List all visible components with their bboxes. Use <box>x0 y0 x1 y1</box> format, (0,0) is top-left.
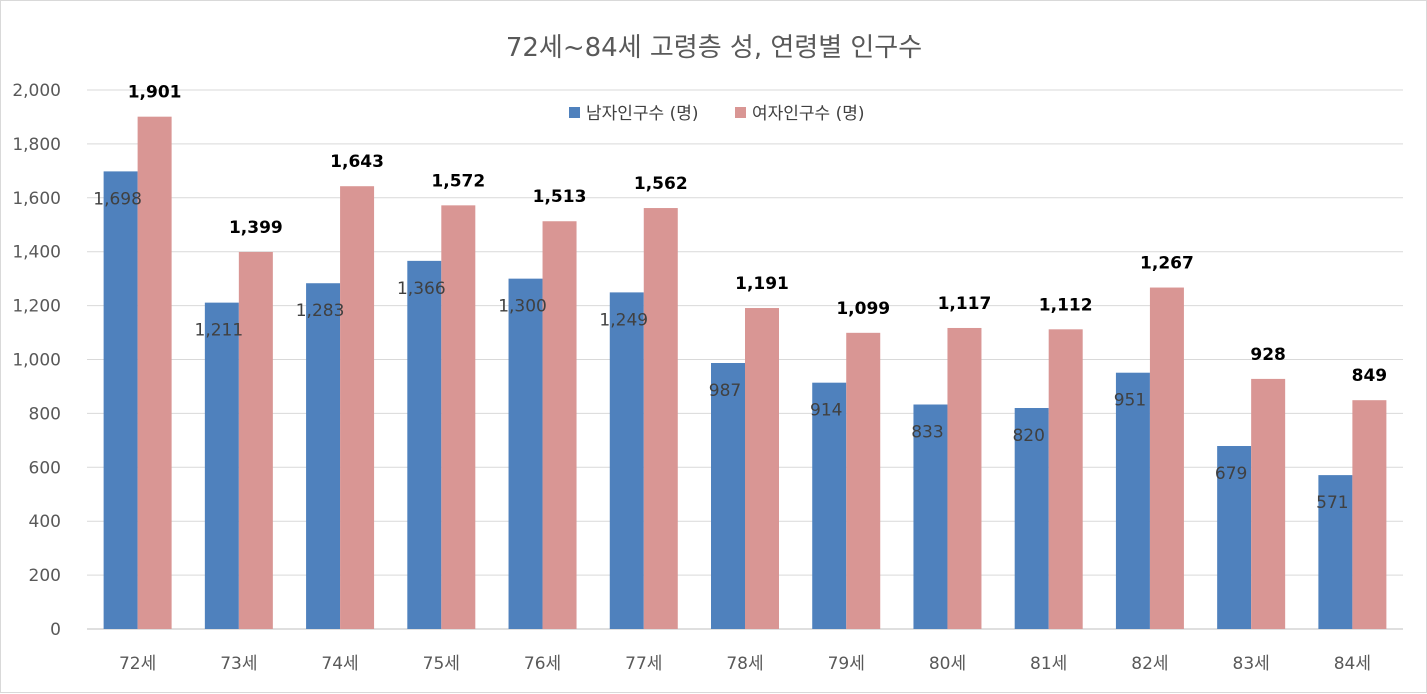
data-label-male: 679 <box>1215 464 1247 484</box>
bar-female <box>542 221 577 629</box>
data-label-female: 1,117 <box>938 294 992 314</box>
data-label-female: 1,112 <box>1039 295 1093 315</box>
bar-female <box>1048 329 1083 629</box>
data-label-female: 1,572 <box>431 171 485 191</box>
bar-female <box>1251 378 1286 629</box>
x-tick-label: 76세 <box>524 654 561 674</box>
data-label-male: 1,300 <box>498 297 547 317</box>
bar-male <box>913 404 948 629</box>
data-label-female: 1,099 <box>836 299 890 319</box>
y-tick-label: 1,800 <box>12 135 61 155</box>
y-tick-label: 1,400 <box>12 243 61 263</box>
bar-female <box>947 327 982 629</box>
y-tick-label: 0 <box>50 620 61 640</box>
data-label-male: 951 <box>1114 391 1146 411</box>
bar-male <box>508 278 543 629</box>
x-tick-label: 79세 <box>828 654 865 674</box>
bar-male <box>103 171 138 629</box>
chart-title: 72세~84세 고령층 성, 연령별 인구수 <box>506 33 922 63</box>
bar-female <box>643 208 678 629</box>
data-label-male: 820 <box>1012 426 1044 446</box>
x-tick-label: 84세 <box>1334 654 1371 674</box>
y-tick-label: 1,000 <box>12 351 61 371</box>
bar-male <box>204 302 239 629</box>
bars <box>103 116 1387 630</box>
x-tick-label: 77세 <box>625 654 662 674</box>
data-label-male: 1,211 <box>195 321 244 341</box>
bar-female <box>441 205 476 629</box>
x-tick-label: 72세 <box>119 654 156 674</box>
y-tick-label: 800 <box>29 404 61 424</box>
data-label-male: 833 <box>911 423 943 443</box>
x-tick-label: 78세 <box>726 654 763 674</box>
x-tick-label: 75세 <box>423 654 460 674</box>
bar-male <box>1318 475 1353 629</box>
x-tick-label: 83세 <box>1233 654 1270 674</box>
bar-female <box>340 186 375 630</box>
data-label-male: 1,283 <box>296 301 345 321</box>
x-axis-ticks: 72세 73세 74세 75세 76세 77세 78세 79세 80세 81세 82세 83세 84세 <box>119 654 1371 674</box>
data-label-male: 914 <box>810 401 842 421</box>
legend: 남자인구수 (명) 여자인구수 (명) <box>569 104 865 124</box>
data-labels: 1,698 1,901 1,211 1,399 1,283 1,643 1,366 1,572… <box>93 83 1387 513</box>
bar-female <box>1352 400 1387 629</box>
y-tick-label: 200 <box>29 566 61 586</box>
x-tick-label: 81세 <box>1030 654 1067 674</box>
bar-female <box>846 332 881 629</box>
bar-male <box>711 363 745 629</box>
bar-male <box>407 260 442 629</box>
data-label-female: 1,562 <box>634 174 688 194</box>
y-tick-label: 2,000 <box>12 81 61 101</box>
y-tick-label: 400 <box>29 512 61 532</box>
y-tick-label: 1,600 <box>12 189 61 209</box>
legend-label: 남자인구수 (명) <box>586 104 699 124</box>
y-tick-label: 1,200 <box>12 297 61 317</box>
bar-male <box>1217 446 1252 629</box>
bar-male <box>306 283 341 629</box>
data-label-female: 928 <box>1250 345 1286 365</box>
data-label-female: 1,267 <box>1140 254 1194 274</box>
data-label-male: 1,366 <box>397 279 446 299</box>
x-tick-label: 82세 <box>1131 654 1168 674</box>
x-tick-label: 80세 <box>929 654 966 674</box>
x-tick-label: 73세 <box>220 654 257 674</box>
bar-male <box>1115 372 1150 629</box>
bar-female <box>238 251 273 630</box>
bar-male <box>1014 408 1049 629</box>
bar-female <box>137 116 172 630</box>
data-label-female: 1,399 <box>229 218 283 238</box>
data-label-male: 1,698 <box>93 189 142 209</box>
legend-swatch <box>735 107 746 118</box>
data-label-female: 849 <box>1352 366 1388 386</box>
bar-male <box>609 292 644 629</box>
legend-label: 여자인구수 (명) <box>752 104 865 124</box>
data-label-female: 1,513 <box>533 187 587 207</box>
bar-female <box>1149 287 1184 629</box>
bar-female <box>745 308 779 629</box>
data-label-female: 1,191 <box>735 274 789 294</box>
bar-male <box>812 382 847 629</box>
data-label-male: 571 <box>1316 493 1348 513</box>
data-label-male: 1,249 <box>599 310 648 330</box>
data-label-male: 987 <box>709 381 741 401</box>
legend-swatch <box>569 107 580 118</box>
data-label-female: 1,643 <box>330 152 384 172</box>
y-tick-label: 600 <box>29 458 61 478</box>
y-axis-ticks: 0 200 400 600 800 1,000 1,200 1,400 1,600 1,800 2,… <box>12 81 61 640</box>
x-tick-label: 74세 <box>321 654 358 674</box>
data-label-female: 1,901 <box>128 83 182 103</box>
